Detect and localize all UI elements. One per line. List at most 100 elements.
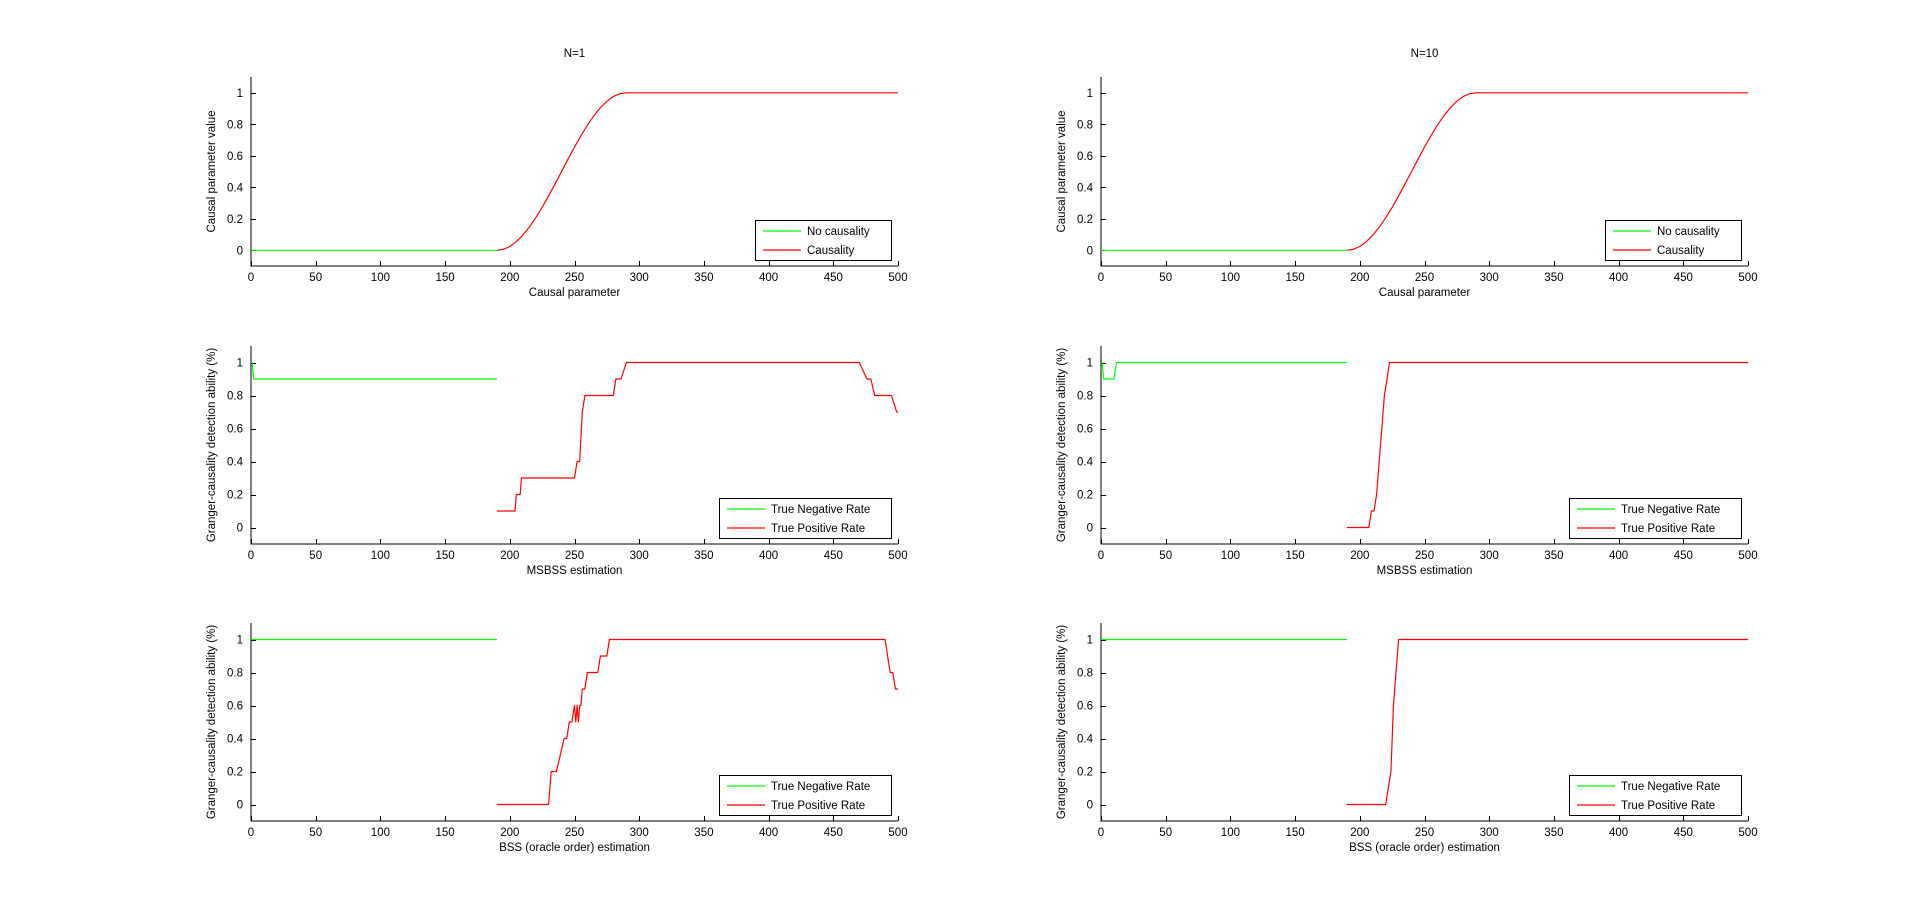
chart-panel-5: 0 50 100 150 200 250 300 350 400 450 500 0 0.2 0.4 0.6… bbox=[206, 623, 908, 854]
y-tick-label: 1 bbox=[1087, 88, 1093, 100]
x-axis-label: Causal parameter bbox=[1379, 287, 1471, 299]
x-tick-label: 100 bbox=[371, 272, 390, 284]
legend: No causality Causality bbox=[1605, 220, 1742, 261]
x-tick-label: 150 bbox=[436, 550, 455, 562]
y-tick-label: 0.4 bbox=[1077, 182, 1094, 194]
x-tick-label: 150 bbox=[436, 827, 455, 839]
y-tick-label: 0.8 bbox=[227, 668, 243, 680]
legend-label: True Positive Rate bbox=[1621, 800, 1715, 812]
legend: True Negative Rate True Positive Rate bbox=[719, 498, 892, 539]
x-tick-label: 100 bbox=[1221, 272, 1240, 284]
series-line-true-negative-rate bbox=[1101, 361, 1347, 380]
x-tick-label: 50 bbox=[1159, 550, 1172, 562]
x-tick-label: 50 bbox=[1159, 272, 1172, 284]
y-tick-label: 0.2 bbox=[1077, 214, 1093, 226]
x-tick-label: 100 bbox=[371, 550, 390, 562]
y-tick-label: 0 bbox=[1087, 800, 1093, 812]
y-tick-label: 0.2 bbox=[227, 214, 243, 226]
legend-box bbox=[1569, 775, 1742, 816]
y-tick-label: 0.6 bbox=[227, 424, 243, 436]
series-line-true-positive-rate bbox=[1346, 361, 1748, 529]
y-tick-label: 1 bbox=[237, 358, 243, 370]
chart-title: N=1 bbox=[564, 48, 585, 60]
series-line-causality bbox=[496, 92, 898, 251]
legend-box bbox=[1569, 498, 1742, 539]
series-line-causality bbox=[1346, 92, 1748, 251]
x-axis-label: BSS (oracle order) estimation bbox=[1349, 842, 1500, 854]
chart-panel-4: 0 50 100 150 200 250 300 350 400 450 500 0 0.2 0.4 0.6… bbox=[1056, 346, 1758, 577]
legend-label: No causality bbox=[1657, 226, 1720, 238]
legend: No causality Causality bbox=[755, 220, 892, 261]
legend-label: True Positive Rate bbox=[771, 800, 865, 812]
y-tick-label: 0.8 bbox=[1077, 119, 1093, 131]
x-tick-label: 250 bbox=[565, 827, 584, 839]
x-tick-label: 500 bbox=[888, 272, 907, 284]
x-tick-label: 200 bbox=[500, 272, 519, 284]
y-tick-label: 0.6 bbox=[227, 151, 243, 163]
x-tick-label: 200 bbox=[500, 827, 519, 839]
x-tick-label: 50 bbox=[1159, 827, 1172, 839]
x-tick-label: 500 bbox=[888, 550, 907, 562]
x-tick-label: 350 bbox=[1544, 827, 1563, 839]
x-tick-label: 450 bbox=[1674, 827, 1693, 839]
x-tick-label: 500 bbox=[1738, 550, 1757, 562]
x-tick-label: 250 bbox=[1415, 272, 1434, 284]
x-tick-label: 150 bbox=[1286, 550, 1305, 562]
x-tick-label: 500 bbox=[888, 827, 907, 839]
x-tick-label: 300 bbox=[630, 550, 649, 562]
y-tick-label: 0.4 bbox=[227, 734, 244, 746]
x-tick-label: 350 bbox=[694, 550, 713, 562]
y-axis-label: Causal parameter value bbox=[206, 110, 218, 232]
x-tick-label: 50 bbox=[309, 550, 322, 562]
y-tick-label: 0.8 bbox=[1077, 391, 1093, 403]
y-tick-label: 0.2 bbox=[1077, 767, 1093, 779]
x-tick-label: 50 bbox=[309, 272, 322, 284]
legend-label: No causality bbox=[807, 226, 870, 238]
x-tick-label: 400 bbox=[1609, 827, 1628, 839]
chart-panel-1: 0 50 100 150 200 250 300 350 400 450 500 0 0.2 0.4 0.6… bbox=[206, 48, 908, 299]
x-tick-label: 0 bbox=[248, 550, 254, 562]
y-tick-label: 1 bbox=[1087, 635, 1093, 647]
legend-label: Causality bbox=[807, 245, 855, 257]
x-tick-label: 400 bbox=[759, 272, 778, 284]
y-tick-label: 0.4 bbox=[1077, 734, 1094, 746]
x-tick-label: 300 bbox=[630, 272, 649, 284]
y-tick-label: 0 bbox=[237, 523, 243, 535]
legend: True Negative Rate True Positive Rate bbox=[1569, 498, 1742, 539]
x-tick-label: 400 bbox=[1609, 550, 1628, 562]
x-tick-label: 0 bbox=[1098, 272, 1104, 284]
x-tick-label: 0 bbox=[1098, 827, 1104, 839]
legend-label: True Negative Rate bbox=[771, 504, 870, 516]
legend-box bbox=[1605, 220, 1742, 261]
x-tick-label: 500 bbox=[1738, 272, 1757, 284]
series-line-true-positive-rate bbox=[496, 638, 898, 806]
x-tick-label: 450 bbox=[824, 272, 843, 284]
x-tick-label: 100 bbox=[1221, 550, 1240, 562]
x-tick-label: 350 bbox=[1544, 550, 1563, 562]
y-tick-label: 1 bbox=[237, 88, 243, 100]
x-tick-label: 450 bbox=[824, 550, 843, 562]
x-tick-label: 350 bbox=[1544, 272, 1563, 284]
y-tick-label: 1 bbox=[1087, 358, 1093, 370]
chart-title: N=10 bbox=[1411, 48, 1439, 60]
x-tick-label: 400 bbox=[759, 550, 778, 562]
x-tick-label: 300 bbox=[1480, 550, 1499, 562]
x-tick-label: 100 bbox=[371, 827, 390, 839]
y-axis-label: Granger-causality detection ability (%) bbox=[206, 348, 218, 542]
x-tick-label: 250 bbox=[1415, 827, 1434, 839]
x-tick-label: 250 bbox=[1415, 550, 1434, 562]
x-tick-label: 300 bbox=[630, 827, 649, 839]
x-tick-label: 450 bbox=[1674, 272, 1693, 284]
x-tick-label: 450 bbox=[1674, 550, 1693, 562]
x-tick-label: 400 bbox=[759, 827, 778, 839]
y-axis-label: Granger-causality detection ability (%) bbox=[1056, 625, 1068, 819]
y-axis-label: Granger-causality detection ability (%) bbox=[1056, 348, 1068, 542]
x-tick-label: 0 bbox=[248, 272, 254, 284]
x-tick-label: 150 bbox=[1286, 827, 1305, 839]
y-tick-label: 0.2 bbox=[227, 767, 243, 779]
legend-label: True Negative Rate bbox=[1621, 781, 1720, 793]
chart-panel-3: 0 50 100 150 200 250 300 350 400 450 500 0 0.2 0.4 0.6… bbox=[206, 346, 908, 577]
x-axis-label: BSS (oracle order) estimation bbox=[499, 842, 650, 854]
y-tick-label: 0 bbox=[1087, 245, 1093, 257]
